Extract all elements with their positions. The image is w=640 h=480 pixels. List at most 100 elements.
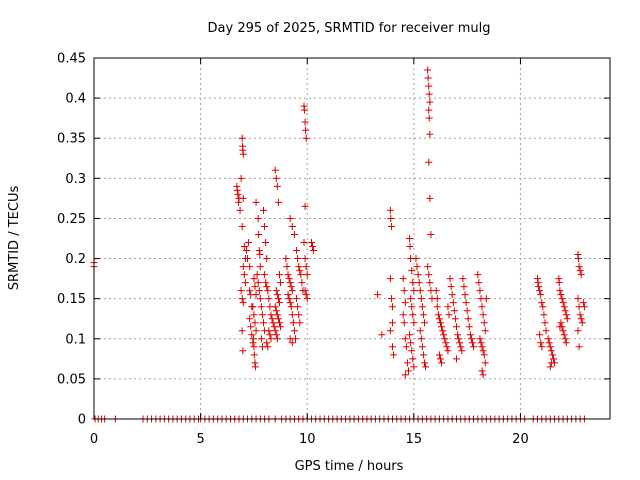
data-point (285, 295, 293, 303)
data-point (546, 343, 554, 351)
y-axis-title: SRMTID / TECUs (7, 186, 22, 291)
data-point (238, 134, 246, 142)
data-point (246, 287, 254, 295)
x-tick-label: 5 (196, 432, 204, 447)
data-point (248, 303, 256, 311)
data-point (274, 315, 282, 323)
data-point (249, 335, 257, 343)
data-point (386, 206, 394, 214)
data-point (301, 118, 309, 126)
data-point (410, 319, 418, 327)
data-point (260, 319, 268, 327)
data-point (418, 343, 426, 351)
data-point (238, 222, 246, 230)
data-point (534, 279, 542, 287)
data-point (248, 331, 256, 339)
data-point (412, 255, 420, 263)
data-point (416, 287, 424, 295)
data-point (265, 327, 273, 335)
data-point (271, 166, 279, 174)
data-point (250, 351, 258, 359)
data-point (273, 182, 281, 190)
data-point (402, 343, 410, 351)
data-point (288, 222, 296, 230)
data-point (409, 311, 417, 319)
data-point (462, 299, 470, 307)
y-tick-label: 0.1 (65, 332, 86, 347)
data-point (271, 303, 279, 311)
data-point (470, 343, 478, 351)
data-point (560, 303, 568, 311)
data-point (548, 351, 556, 359)
data-point (238, 295, 246, 303)
plot-frame (93, 57, 611, 420)
data-point (410, 287, 418, 295)
data-point (269, 319, 277, 327)
data-point (254, 279, 262, 287)
data-point (286, 279, 294, 287)
data-point (537, 291, 545, 299)
data-point (439, 327, 447, 335)
data-point (239, 347, 247, 355)
data-point (447, 283, 455, 291)
data-point (295, 263, 303, 271)
data-point (438, 359, 446, 367)
data-point (290, 230, 298, 238)
data-point (283, 263, 291, 271)
data-point (295, 311, 303, 319)
data-point (559, 327, 567, 335)
data-point (253, 271, 261, 279)
data-point (456, 339, 464, 347)
data-point (307, 239, 315, 247)
data-point (401, 299, 409, 307)
data-point (539, 303, 547, 311)
data-point (454, 331, 462, 339)
data-point (400, 287, 408, 295)
data-point (303, 271, 311, 279)
data-point (419, 351, 427, 359)
data-point (574, 295, 582, 303)
data-point (237, 287, 245, 295)
data-point (434, 311, 442, 319)
data-point (272, 331, 280, 339)
data-point (256, 263, 264, 271)
data-point (302, 263, 310, 271)
data-point (475, 279, 483, 287)
y-tick-label: 0.2 (65, 252, 86, 267)
data-point (409, 355, 417, 363)
data-point (263, 283, 271, 291)
data-point (387, 222, 395, 230)
data-point (242, 247, 250, 255)
data-point (265, 295, 273, 303)
data-point (260, 206, 268, 214)
data-point (284, 291, 292, 299)
data-point (555, 279, 563, 287)
data-point (409, 279, 417, 287)
data-point (578, 319, 586, 327)
data-point (386, 327, 394, 335)
data-point (450, 307, 458, 315)
data-point (415, 279, 423, 287)
data-point (559, 299, 567, 307)
data-point (302, 291, 310, 299)
data-point (250, 343, 258, 351)
data-point (401, 371, 409, 379)
data-point (418, 303, 426, 311)
data-point (251, 363, 259, 371)
data-point (255, 230, 263, 238)
data-point (284, 271, 292, 279)
data-point (263, 255, 271, 263)
data-point (266, 331, 274, 339)
data-point (476, 287, 484, 295)
data-point (407, 339, 415, 347)
data-point (455, 335, 463, 343)
data-point (425, 82, 433, 90)
data-point (255, 247, 263, 255)
data-point (271, 327, 279, 335)
data-point (452, 323, 460, 331)
data-point (433, 303, 441, 311)
data-point (303, 295, 311, 303)
y-tick-label: 0.05 (57, 372, 86, 387)
